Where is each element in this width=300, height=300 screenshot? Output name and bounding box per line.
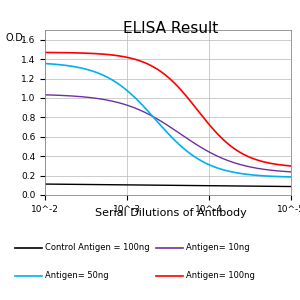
Text: O.D.: O.D. bbox=[6, 33, 27, 43]
Text: ELISA Result: ELISA Result bbox=[123, 21, 219, 36]
Text: Antigen= 10ng: Antigen= 10ng bbox=[186, 243, 250, 252]
Text: Serial Dilutions of Antibody: Serial Dilutions of Antibody bbox=[95, 208, 247, 218]
Text: Antigen= 100ng: Antigen= 100ng bbox=[186, 272, 255, 280]
Text: Antigen= 50ng: Antigen= 50ng bbox=[45, 272, 109, 280]
Text: Control Antigen = 100ng: Control Antigen = 100ng bbox=[45, 243, 150, 252]
